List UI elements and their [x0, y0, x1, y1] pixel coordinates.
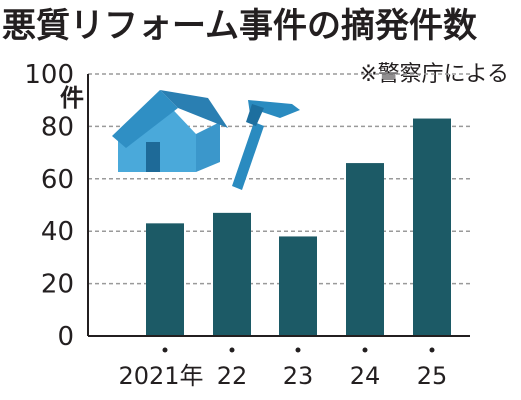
- y-tick-label: 40: [41, 217, 74, 247]
- y-tick-label: 20: [41, 270, 74, 300]
- house-icon: [112, 90, 228, 172]
- x-tick-label: 23: [283, 362, 314, 390]
- bar-3: [346, 163, 384, 336]
- x-tick-labels: 2021年 22 23 24 25: [118, 347, 448, 390]
- x-tick-dot: [429, 347, 435, 353]
- bars: [146, 118, 451, 336]
- bar-2: [279, 236, 317, 336]
- chart-title: 悪質リフォーム事件の摘発件数: [2, 6, 477, 46]
- bar-1: [213, 212, 251, 336]
- x-tick-dot: [295, 347, 301, 353]
- y-tick-label: 100: [24, 60, 74, 90]
- y-tick-label: 0: [57, 322, 74, 352]
- x-tick-dot: [162, 347, 168, 353]
- bar-4: [413, 118, 451, 336]
- bar-0: [146, 223, 184, 336]
- hammer-icon: [232, 100, 300, 190]
- y-tick-label: 80: [41, 112, 74, 142]
- axes: [87, 74, 470, 337]
- illustrations: [112, 90, 300, 190]
- x-tick-label: 24: [350, 362, 381, 390]
- x-tick-dot: [229, 347, 235, 353]
- y-axis-unit-label: 件: [60, 84, 84, 112]
- y-tick-labels: 0 20 40 60 80 100: [24, 60, 74, 352]
- x-tick-label: 25: [417, 362, 448, 390]
- x-tick-label: 2021年: [118, 362, 203, 390]
- x-tick-label: 22: [217, 362, 248, 390]
- y-tick-label: 60: [41, 165, 74, 195]
- x-tick-dot: [362, 347, 368, 353]
